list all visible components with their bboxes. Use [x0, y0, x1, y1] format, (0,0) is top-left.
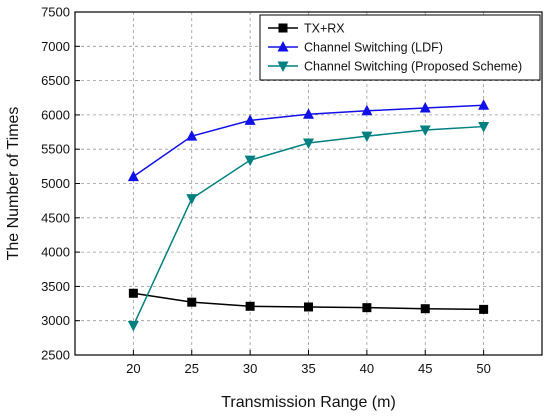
- data-point: [127, 321, 139, 332]
- y-axis-title: The Number of Times: [5, 107, 22, 261]
- legend-box: [259, 14, 541, 81]
- data-point: [127, 170, 139, 182]
- data-point: [361, 131, 373, 143]
- x-tick-label: 45: [418, 361, 432, 376]
- x-tick-label: 20: [126, 361, 140, 376]
- legend-label: Channel Switching (LDF): [304, 41, 443, 55]
- legend-marker: [278, 23, 288, 33]
- legend-marker: [277, 41, 289, 52]
- y-tick-label: 4500: [41, 210, 70, 225]
- x-tick-label: 40: [360, 361, 374, 376]
- series-group: [127, 99, 490, 332]
- data-point: [244, 155, 256, 167]
- y-tick-label: 7500: [41, 5, 70, 20]
- y-tick-label: 5000: [41, 176, 70, 191]
- legend-label: Channel Switching (Proposed Scheme): [304, 60, 522, 74]
- data-point: [244, 114, 256, 125]
- data-point: [303, 108, 314, 119]
- data-point: [479, 304, 489, 314]
- x-tick-label: 30: [243, 361, 257, 376]
- series-1: [128, 288, 489, 314]
- data-point: [187, 297, 197, 307]
- legend-item: Channel Switching (LDF): [268, 41, 443, 55]
- series-3: [127, 122, 490, 332]
- legend-label: TX+RX: [304, 22, 345, 36]
- x-axis-title: Transmission Range (m): [221, 394, 396, 411]
- data-point: [245, 301, 255, 311]
- data-point: [186, 130, 198, 141]
- data-point: [303, 138, 314, 150]
- data-point: [420, 304, 430, 314]
- y-tick-label: 4000: [41, 245, 70, 260]
- legend: TX+RX Channel Switching (LDF) Channel Swit…: [259, 14, 541, 81]
- x-tick-label: 50: [476, 361, 490, 376]
- y-tick-label: 3500: [41, 279, 70, 294]
- data-point: [419, 102, 431, 113]
- data-point: [128, 288, 138, 298]
- legend-marker: [277, 61, 289, 72]
- y-tick-label: 6000: [41, 107, 70, 122]
- axis-ticks: 20 25 30 35 40 45 50 2500 3000 3500 4000 4500 5000 55…: [41, 5, 491, 377]
- data-point: [419, 125, 431, 136]
- data-point: [186, 194, 198, 205]
- x-tick-label: 35: [301, 361, 315, 376]
- series-2: [127, 99, 490, 182]
- data-point: [361, 104, 373, 116]
- data-point: [362, 303, 372, 313]
- y-tick-label: 3000: [41, 313, 70, 328]
- data-point: [478, 99, 490, 110]
- y-tick-label: 7000: [41, 39, 70, 54]
- legend-item: Channel Switching (Proposed Scheme): [268, 60, 522, 74]
- y-tick-label: 6500: [41, 73, 70, 88]
- y-tick-label: 2500: [41, 348, 70, 363]
- x-tick-label: 25: [185, 361, 199, 376]
- data-point: [304, 302, 313, 312]
- legend-item: TX+RX: [268, 22, 345, 36]
- data-point: [478, 122, 490, 133]
- y-tick-label: 5500: [41, 142, 70, 157]
